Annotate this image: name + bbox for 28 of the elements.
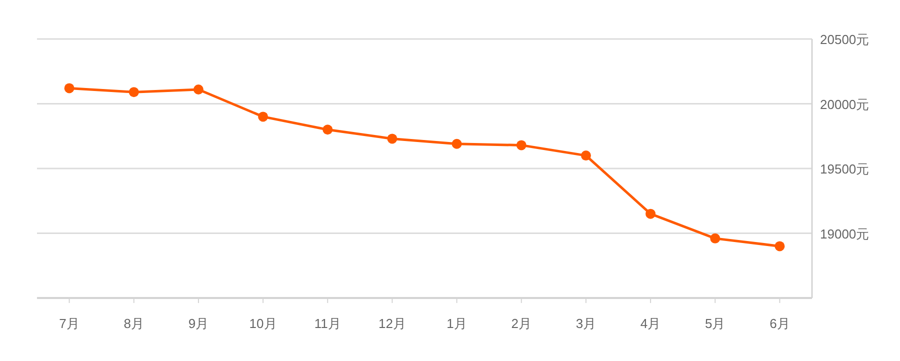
- y-tick-label: 20500元: [820, 32, 870, 47]
- point: [774, 241, 785, 252]
- point: [710, 233, 720, 244]
- point: [322, 124, 333, 135]
- x-tick-label: 12月: [378, 316, 406, 331]
- point: [580, 150, 591, 161]
- point: [387, 134, 398, 144]
- y-tick-label: 19000元: [820, 226, 870, 242]
- point: [516, 140, 526, 150]
- x-tick-label: 3月: [576, 316, 596, 331]
- point: [258, 112, 268, 122]
- x-tick-label: 8月: [124, 316, 144, 331]
- x-tick-label: 6月: [770, 316, 790, 331]
- x-tick-label: 10月: [249, 316, 277, 331]
- point: [193, 84, 204, 95]
- x-tick-label: 4月: [640, 316, 661, 331]
- x-tick-label: 2月: [511, 316, 532, 331]
- x-tick-label: 11月: [314, 316, 341, 331]
- point: [128, 87, 139, 98]
- point: [646, 208, 656, 219]
- y-tick-label: 19500元: [820, 162, 870, 176]
- x-tick-label: 5月: [705, 316, 726, 331]
- point: [64, 83, 74, 94]
- y-tick-label: 20000元: [820, 96, 870, 112]
- x-tick-label: 7月: [59, 316, 80, 331]
- x-tick-label: 1月: [446, 316, 467, 331]
- x-tick-label: 9月: [188, 316, 209, 331]
- point: [452, 138, 462, 149]
